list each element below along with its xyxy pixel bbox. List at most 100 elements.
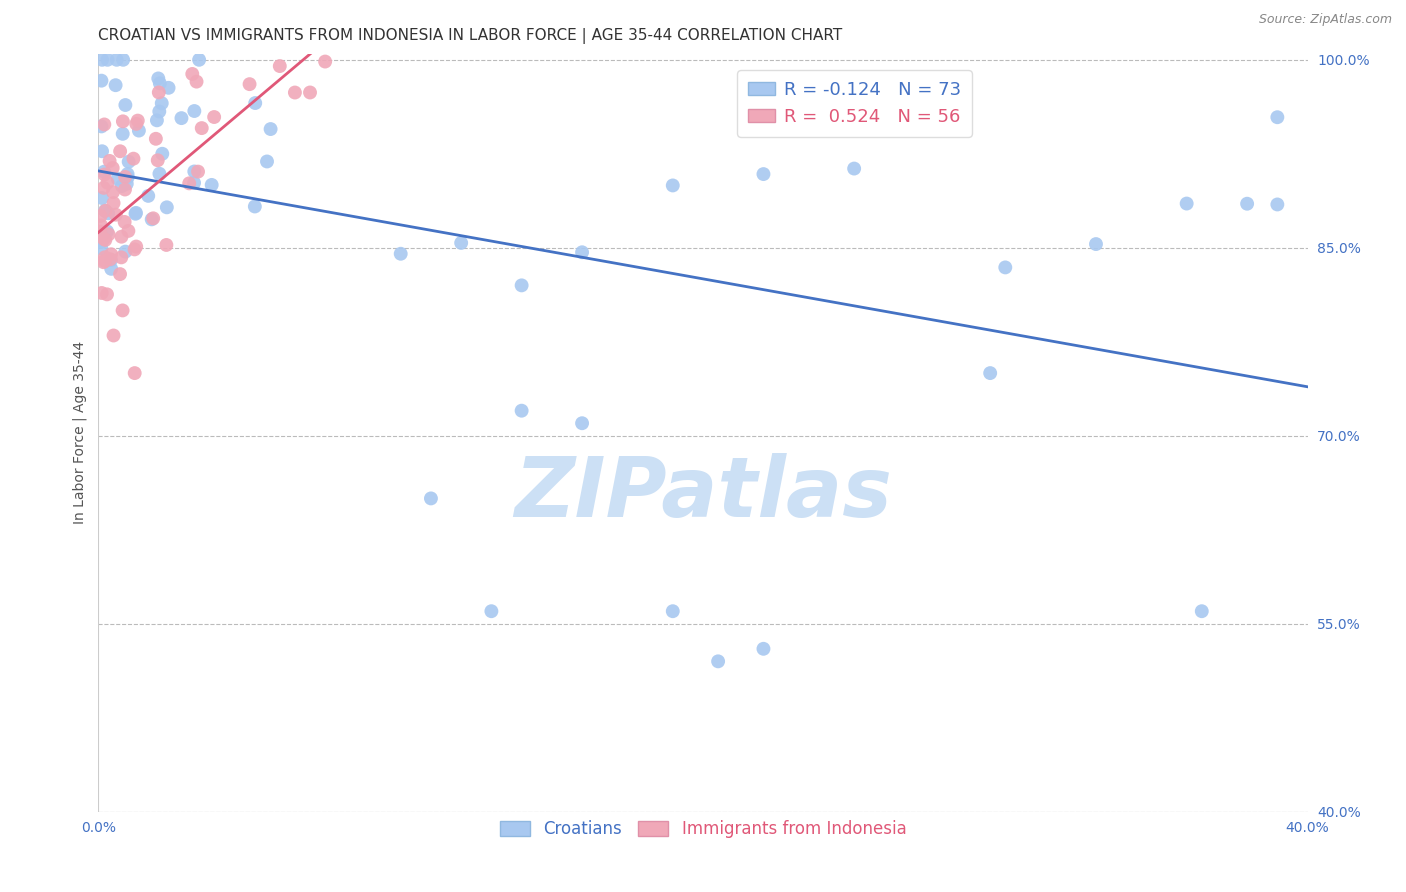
Point [170,111,193,125]
Point [148,86,170,100]
Point [101,161,124,175]
Point [111,303,134,318]
Point [202,110,225,124]
Point [93,165,115,179]
Point [90,242,112,256]
Point [117,224,139,238]
Point [127,113,149,128]
Point [114,244,136,259]
Point [114,182,136,196]
Point [93,181,115,195]
Point [114,169,136,184]
Point [979,366,1001,380]
Text: ZIPatlas: ZIPatlas [515,453,891,533]
Point [179,177,201,191]
Point [124,366,146,380]
Point [91,53,114,67]
Point [97,206,120,220]
Point [90,227,112,242]
Point [146,113,169,128]
Point [510,403,533,417]
Point [104,208,127,222]
Point [183,164,205,178]
Text: CROATIAN VS IMMIGRANTS FROM INDONESIA IN LABOR FORCE | AGE 35-44 CORRELATION CHA: CROATIAN VS IMMIGRANTS FROM INDONESIA IN… [98,28,842,44]
Point [128,123,150,137]
Point [389,246,412,260]
Point [148,71,170,86]
Point [91,145,114,159]
Point [96,224,118,238]
Point [243,199,266,213]
Point [142,211,165,226]
Point [96,53,118,67]
Point [101,185,124,199]
Point [111,179,134,194]
Point [201,178,224,192]
Point [100,252,122,267]
Point [510,278,533,293]
Point [91,191,114,205]
Point [125,239,148,253]
Point [94,203,117,218]
Point [156,200,179,214]
Point [707,654,730,668]
Point [844,161,866,176]
Point [181,67,204,81]
Point [136,189,159,203]
Point [994,260,1017,275]
Point [107,171,129,186]
Point [93,255,115,269]
Legend: Croatians, Immigrants from Indonesia: Croatians, Immigrants from Indonesia [494,814,912,845]
Point [148,104,170,119]
Point [117,167,139,181]
Point [256,154,278,169]
Point [259,122,281,136]
Point [148,167,170,181]
Point [97,227,120,242]
Point [104,78,127,93]
Point [190,121,212,136]
Point [661,604,683,618]
Point [103,196,125,211]
Point [118,154,141,169]
Point [145,132,167,146]
Point [183,103,205,118]
Point [661,178,683,193]
Point [100,261,122,276]
Point [420,491,443,506]
Point [157,80,180,95]
Point [93,232,115,246]
Point [752,641,775,656]
Point [149,76,172,90]
Point [105,53,128,67]
Point [90,73,112,87]
Point [481,604,503,618]
Point [93,118,115,132]
Point [117,170,139,185]
Point [155,238,177,252]
Point [90,209,112,223]
Point [94,233,117,247]
Point [98,252,121,267]
Point [90,219,112,233]
Point [90,285,112,300]
Point [450,235,472,250]
Point [299,86,322,100]
Point [1267,110,1289,124]
Point [752,167,775,181]
Point [1191,604,1213,618]
Point [90,235,112,249]
Point [150,146,173,161]
Point [110,251,132,265]
Point [114,215,136,229]
Point [90,120,112,134]
Y-axis label: In Labor Force | Age 35-44: In Labor Force | Age 35-44 [73,341,87,524]
Point [1267,197,1289,211]
Point [115,177,138,191]
Point [114,98,136,112]
Point [108,145,131,159]
Point [245,96,267,111]
Point [146,153,169,168]
Point [96,287,118,301]
Point [98,153,121,168]
